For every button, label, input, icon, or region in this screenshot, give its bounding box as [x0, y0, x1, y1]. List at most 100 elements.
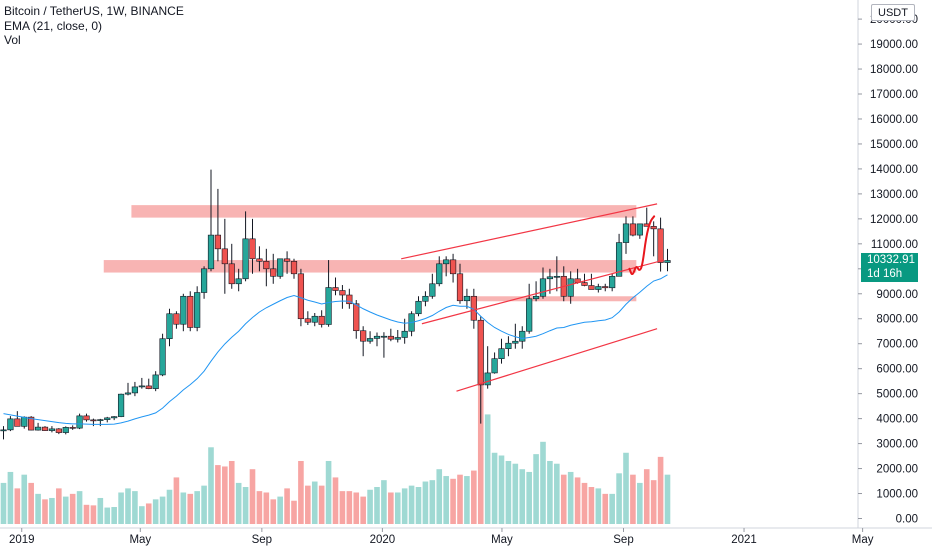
candle-up	[180, 295, 187, 325]
candle-up	[62, 427, 69, 433]
symbol-title[interactable]: Bitcoin / TetherUS, 1W, BINANCE	[4, 4, 184, 18]
volume-bar	[637, 482, 643, 524]
candle-up	[76, 415, 83, 429]
candle-up	[609, 275, 616, 289]
candle-up	[166, 313, 173, 340]
candle-up	[595, 286, 602, 290]
candle-down	[270, 268, 277, 277]
price-tick-label: 9000.00	[876, 289, 918, 301]
price-tick-label: 13000.00	[870, 189, 918, 201]
candle-down	[41, 426, 49, 431]
volume-bar	[436, 469, 443, 524]
time-tick-label: May	[852, 534, 874, 546]
volume-bar	[574, 477, 581, 524]
candle-up	[622, 223, 630, 243]
volume-bar	[97, 497, 104, 524]
volume-bar	[429, 480, 436, 524]
price-tick-label: 16000.00	[870, 114, 918, 126]
volume-bar	[76, 491, 83, 524]
volume-bar	[28, 482, 34, 524]
candle-down	[387, 335, 394, 340]
volume-bar	[540, 441, 546, 524]
volume-bar	[145, 503, 152, 524]
candle-down	[449, 259, 457, 275]
volume-bar	[215, 465, 221, 524]
volume-bar	[49, 497, 55, 524]
candle-up	[21, 416, 28, 427]
price-tick-label: 0.00	[896, 514, 918, 526]
price-tick-label: 11000.00	[871, 239, 918, 251]
volume-bar	[609, 493, 615, 524]
volume-bar	[560, 474, 567, 524]
volume-bar	[643, 469, 650, 524]
ema-legend[interactable]: EMA (21, close, 0)	[4, 18, 103, 33]
volume-legend[interactable]: Vol	[4, 33, 21, 47]
candle-down	[83, 415, 90, 421]
volume-bar	[401, 488, 408, 524]
volume-bar	[0, 482, 7, 524]
candle-up	[539, 278, 547, 297]
time-tick-label: May	[491, 534, 513, 546]
volume-bar	[519, 469, 526, 524]
time-tick-label: Sep	[613, 534, 633, 546]
volume-bar	[270, 499, 277, 524]
volume-bar	[298, 460, 304, 524]
candle-down	[629, 223, 637, 236]
volume-bar	[173, 477, 180, 524]
projection-path	[628, 215, 656, 276]
time-tick-label: 2019	[9, 534, 35, 546]
volume-bar	[567, 471, 574, 524]
candle-down	[290, 261, 298, 275]
time-tick-label: 2021	[731, 534, 757, 546]
volume-bar	[222, 466, 228, 524]
candle-up	[34, 426, 42, 431]
volume-bar	[526, 471, 532, 524]
candle-up	[498, 348, 505, 359]
price-tick-label: 18000.00	[870, 64, 918, 76]
volume-bar	[650, 480, 657, 524]
projection-curve	[628, 215, 656, 276]
volume-bar	[339, 491, 346, 524]
candle-up	[124, 392, 132, 395]
price-tick-label: 12000.00	[870, 214, 918, 226]
candle-down	[256, 258, 263, 262]
volume-bar	[249, 469, 256, 524]
volume-bar	[415, 487, 422, 524]
volume-bar	[311, 481, 318, 524]
candle-down	[318, 315, 325, 325]
volume-bar	[305, 485, 311, 524]
volume-bar	[194, 491, 200, 524]
currency-button[interactable]: USDT	[871, 4, 915, 21]
candle-up	[526, 298, 533, 332]
time-axis: 2019 May Sep 2020 May Sep 2021 May	[0, 527, 932, 546]
price-tick-label: 19000.00	[870, 39, 918, 51]
volume-bar	[554, 463, 560, 524]
time-tick-label: Sep	[252, 534, 272, 546]
volume-bar	[353, 492, 360, 524]
time-tick-label: 2020	[370, 534, 396, 546]
volume-bar	[90, 505, 97, 524]
candle-down	[346, 294, 353, 305]
chart-legend: Bitcoin / TetherUS, 1W, BINANCE EMA (21,…	[4, 4, 184, 48]
price-tick-label: 8000.00	[876, 314, 918, 326]
candle-down	[477, 319, 484, 386]
volume-bar	[180, 492, 187, 524]
volume-bar	[7, 471, 14, 524]
candle-up	[394, 337, 401, 340]
candle-up	[138, 385, 145, 388]
candle-down	[650, 226, 657, 230]
volume-bar	[657, 456, 664, 524]
last-price-tag: 10332.91 1d 16h	[861, 253, 918, 282]
price-tick-label: 4000.00	[876, 414, 918, 426]
candle-up	[615, 242, 623, 277]
resistance-zones	[103, 205, 637, 302]
candle-up	[7, 418, 14, 431]
candle-up	[463, 295, 471, 302]
volume-bar	[630, 474, 636, 524]
volume-bar	[505, 460, 512, 524]
channel-line	[456, 328, 658, 392]
volume-bar	[664, 474, 671, 524]
candle-down	[602, 286, 609, 289]
bar-countdown: 1d 16h	[867, 267, 903, 280]
